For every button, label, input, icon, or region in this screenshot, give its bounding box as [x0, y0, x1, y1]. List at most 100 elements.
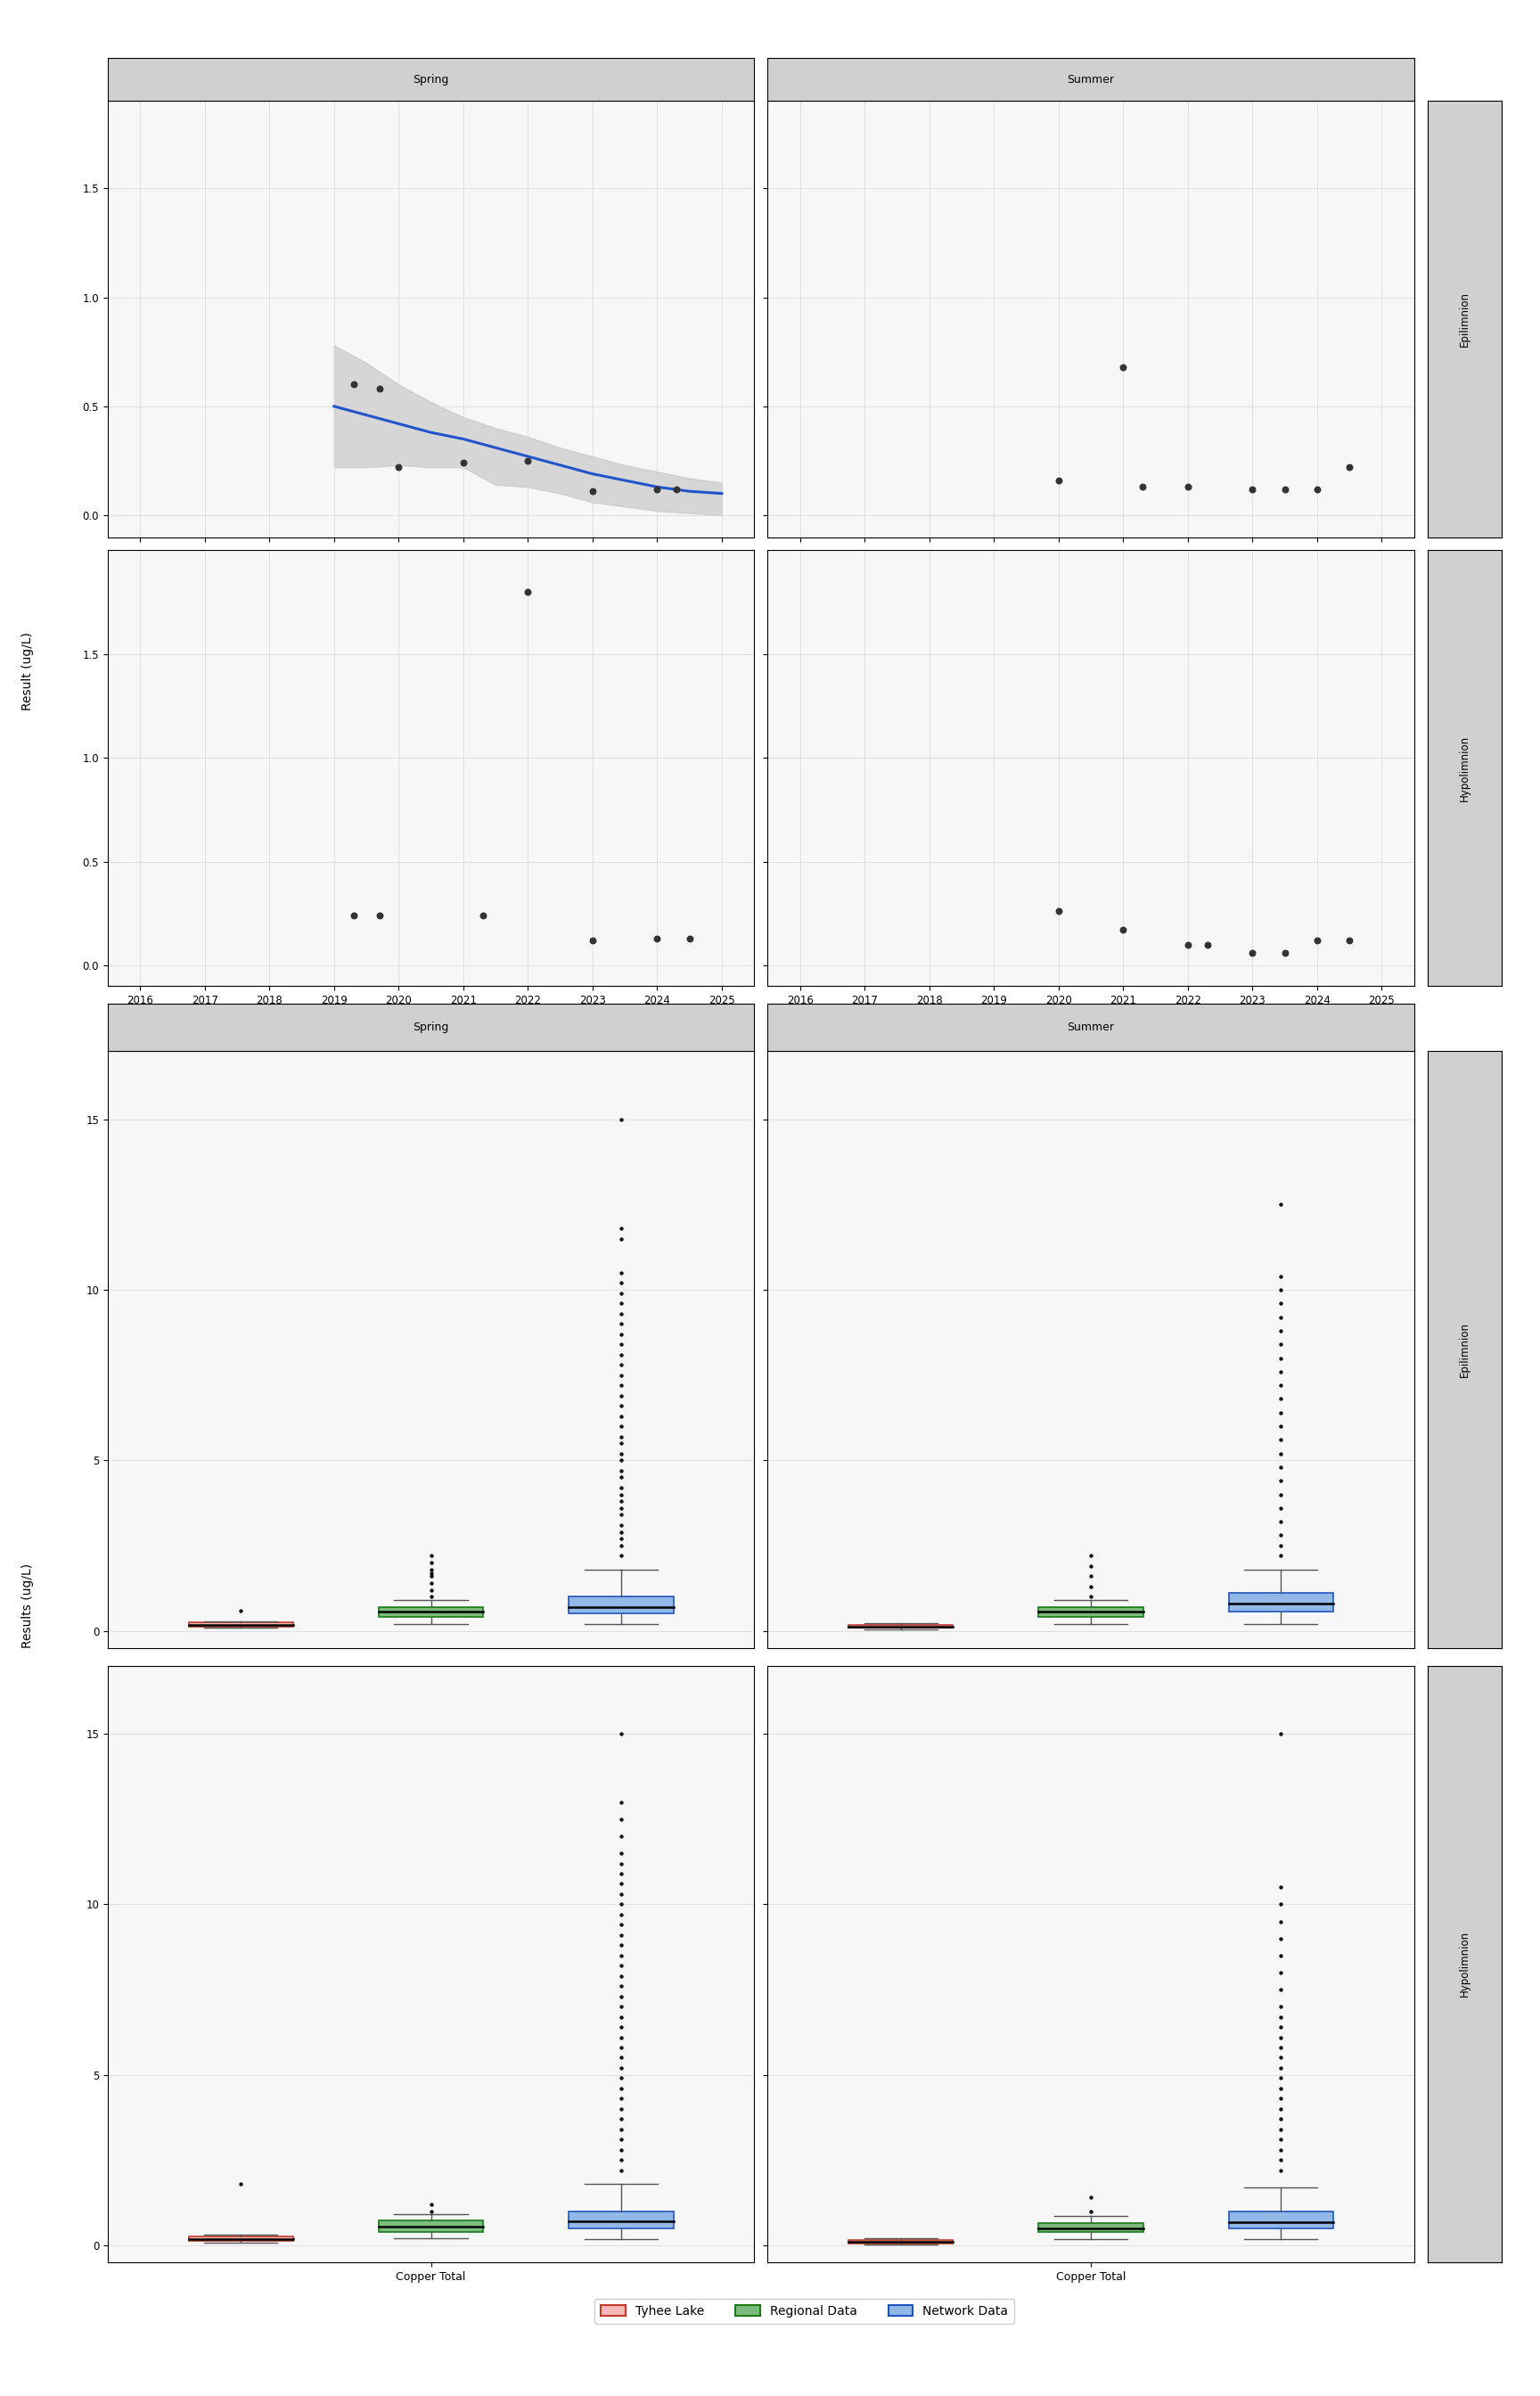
Point: [608, 1284, 633, 1323]
Point: [470, 896, 494, 934]
Point: [608, 1905, 633, 1943]
Point: [608, 1526, 633, 1565]
Point: [608, 1356, 633, 1394]
Point: [608, 2049, 633, 2087]
Point: [1240, 934, 1264, 973]
Point: [608, 2080, 633, 2118]
Point: [1269, 1435, 1294, 1474]
Point: [608, 1876, 633, 1914]
Point: [1269, 2111, 1294, 2149]
Point: [664, 470, 688, 508]
Point: [608, 1864, 633, 1902]
Point: [1269, 2099, 1294, 2137]
Point: [1078, 1548, 1103, 1586]
Point: [608, 1833, 633, 1871]
Point: [1269, 2070, 1294, 2108]
Point: [608, 1488, 633, 1526]
Point: [608, 1483, 633, 1521]
Point: [1269, 2089, 1294, 2128]
Point: [608, 1495, 633, 1533]
Point: [1269, 2058, 1294, 2096]
Point: [1240, 470, 1264, 508]
Point: [608, 1507, 633, 1545]
Text: Epilimnion: Epilimnion: [1458, 1323, 1471, 1378]
Point: [1272, 470, 1297, 508]
Point: [608, 2017, 633, 2056]
Point: [1269, 1421, 1294, 1459]
Point: [608, 1347, 633, 1385]
Point: [608, 1315, 633, 1354]
Point: [419, 1536, 444, 1574]
Point: [419, 1572, 444, 1610]
Point: [1269, 2140, 1294, 2178]
Point: [608, 1958, 633, 1996]
Text: Copper Total: Copper Total: [108, 77, 231, 93]
Point: [1269, 1325, 1294, 1363]
Point: [1269, 1406, 1294, 1445]
Point: [1269, 1354, 1294, 1392]
Point: [1269, 1998, 1294, 2037]
Text: Result (ug/L): Result (ug/L): [22, 633, 34, 709]
Point: [1269, 2130, 1294, 2168]
Point: [1304, 920, 1329, 958]
Point: [608, 1926, 633, 1965]
Point: [1046, 891, 1070, 930]
Point: [1269, 1284, 1294, 1323]
Point: [608, 1375, 633, 1414]
Point: [1078, 1577, 1103, 1615]
Point: [608, 1265, 633, 1303]
Point: [1337, 448, 1361, 486]
Point: [419, 1543, 444, 1581]
Point: [1078, 1536, 1103, 1574]
Point: [1269, 1447, 1294, 1486]
Point: [419, 2192, 444, 2231]
Point: [1269, 2049, 1294, 2087]
Point: [645, 470, 670, 508]
Point: [608, 1294, 633, 1332]
Bar: [1229, 2212, 1334, 2228]
Point: [608, 1387, 633, 1426]
Point: [1269, 1311, 1294, 1349]
Point: [608, 2140, 633, 2178]
Point: [228, 1591, 253, 1629]
Point: [608, 2111, 633, 2149]
Point: [608, 1783, 633, 1821]
Point: [419, 2185, 444, 2223]
Point: [1269, 2029, 1294, 2068]
Point: [1078, 2192, 1103, 2231]
Point: [1269, 1869, 1294, 1907]
Point: [1269, 2152, 1294, 2190]
Point: [608, 1476, 633, 1514]
Point: [1269, 1186, 1294, 1224]
Point: [608, 1469, 633, 1507]
Point: [1046, 462, 1070, 501]
Point: [419, 1553, 444, 1591]
Point: [1269, 2017, 1294, 2056]
Point: [608, 1440, 633, 1478]
Point: [608, 1936, 633, 1974]
Point: [608, 1977, 633, 2015]
Point: [608, 2058, 633, 2096]
Point: [419, 1565, 444, 1603]
Point: [1269, 2039, 1294, 2077]
Point: [608, 2029, 633, 2068]
Point: [608, 1536, 633, 1574]
Point: [608, 2152, 633, 2190]
Point: [608, 1100, 633, 1138]
Point: [228, 2164, 253, 2202]
Point: [608, 2039, 633, 2077]
Point: [678, 920, 702, 958]
Point: [608, 1967, 633, 2005]
Point: [608, 1366, 633, 1404]
Point: [608, 2130, 633, 2168]
Point: [608, 1917, 633, 1955]
Point: [1269, 1488, 1294, 1526]
Point: [608, 2099, 633, 2137]
Point: [581, 472, 605, 510]
Point: [1269, 1394, 1294, 1433]
Point: [1269, 1970, 1294, 2008]
Point: [608, 1435, 633, 1474]
Point: [1269, 1270, 1294, 1308]
Point: [608, 1986, 633, 2025]
Text: Epilimnion: Epilimnion: [1458, 292, 1471, 347]
